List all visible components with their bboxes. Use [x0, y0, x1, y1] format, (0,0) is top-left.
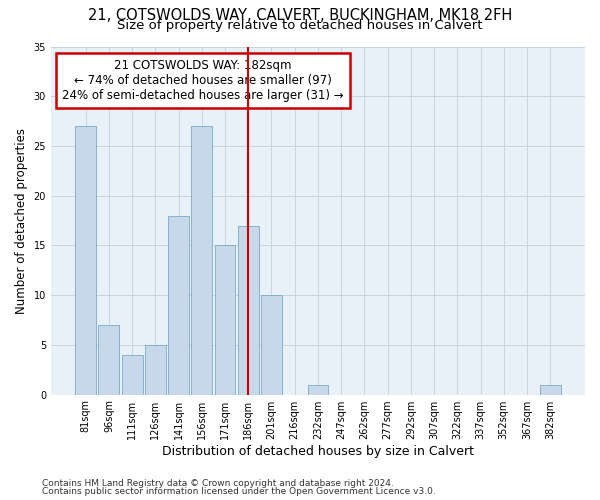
- Text: Contains public sector information licensed under the Open Government Licence v3: Contains public sector information licen…: [42, 487, 436, 496]
- Bar: [122, 355, 143, 395]
- Bar: [191, 126, 212, 394]
- Text: Size of property relative to detached houses in Calvert: Size of property relative to detached ho…: [117, 19, 483, 32]
- Bar: [261, 295, 282, 394]
- Bar: [308, 384, 328, 394]
- Text: 21, COTSWOLDS WAY, CALVERT, BUCKINGHAM, MK18 2FH: 21, COTSWOLDS WAY, CALVERT, BUCKINGHAM, …: [88, 8, 512, 22]
- Bar: [145, 345, 166, 395]
- Bar: [168, 216, 189, 394]
- Bar: [215, 246, 235, 394]
- Y-axis label: Number of detached properties: Number of detached properties: [15, 128, 28, 314]
- Bar: [75, 126, 96, 394]
- Bar: [540, 384, 561, 394]
- Text: 21 COTSWOLDS WAY: 182sqm
← 74% of detached houses are smaller (97)
24% of semi-d: 21 COTSWOLDS WAY: 182sqm ← 74% of detach…: [62, 58, 344, 102]
- Bar: [238, 226, 259, 394]
- Bar: [98, 325, 119, 394]
- Text: Contains HM Land Registry data © Crown copyright and database right 2024.: Contains HM Land Registry data © Crown c…: [42, 478, 394, 488]
- X-axis label: Distribution of detached houses by size in Calvert: Distribution of detached houses by size …: [162, 444, 474, 458]
